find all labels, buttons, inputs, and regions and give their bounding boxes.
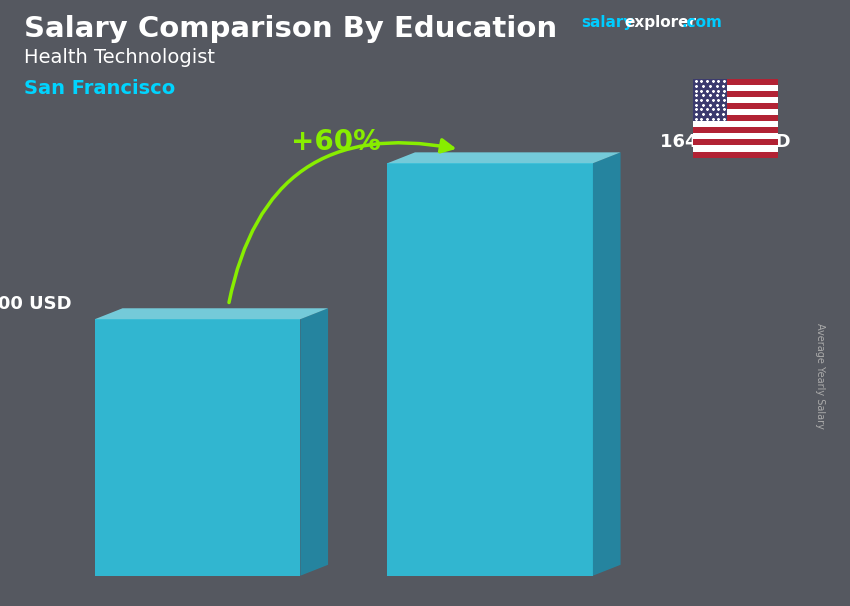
Text: .com: .com: [682, 15, 722, 30]
Polygon shape: [693, 145, 778, 152]
Polygon shape: [592, 152, 620, 576]
Polygon shape: [693, 103, 778, 109]
Polygon shape: [388, 163, 592, 576]
Text: Health Technologist: Health Technologist: [24, 48, 215, 67]
Text: 102,000 USD: 102,000 USD: [0, 295, 71, 313]
Text: 164,000 USD: 164,000 USD: [660, 133, 790, 151]
Polygon shape: [693, 139, 778, 145]
Polygon shape: [693, 91, 778, 97]
Text: Average Yearly Salary: Average Yearly Salary: [815, 323, 825, 428]
Polygon shape: [95, 319, 300, 576]
Text: +60%: +60%: [291, 128, 381, 156]
Text: explorer: explorer: [625, 15, 696, 30]
Text: salary: salary: [581, 15, 633, 30]
Polygon shape: [693, 97, 778, 103]
Polygon shape: [388, 152, 620, 163]
Polygon shape: [693, 79, 727, 121]
Polygon shape: [693, 121, 778, 127]
Polygon shape: [95, 308, 328, 319]
Polygon shape: [693, 115, 778, 121]
Polygon shape: [693, 133, 778, 139]
Text: Salary Comparison By Education: Salary Comparison By Education: [24, 15, 557, 43]
Polygon shape: [693, 85, 778, 91]
Polygon shape: [693, 152, 778, 158]
Polygon shape: [693, 127, 778, 133]
Text: San Francisco: San Francisco: [24, 79, 175, 98]
Polygon shape: [300, 308, 328, 576]
Polygon shape: [693, 109, 778, 115]
Polygon shape: [693, 79, 778, 85]
